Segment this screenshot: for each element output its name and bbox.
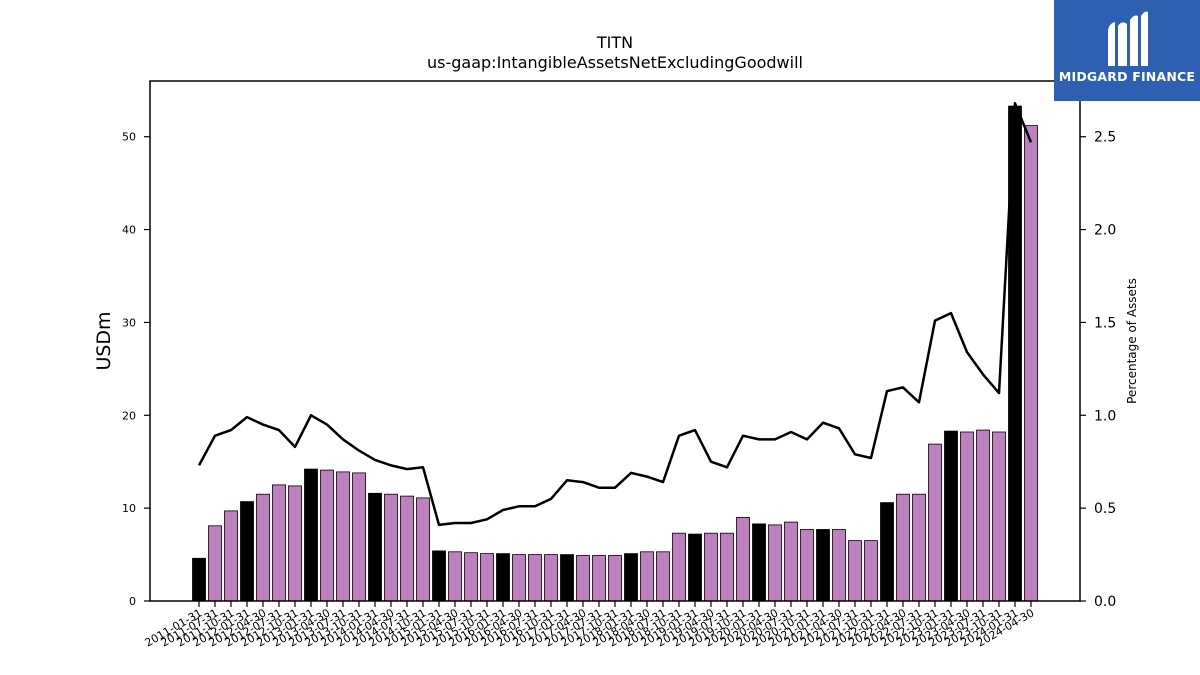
y2-tick-label: 1.0 bbox=[1094, 408, 1116, 424]
bar-2017-04-30 bbox=[576, 555, 590, 602]
bar-2017-01-31 bbox=[560, 554, 574, 602]
y-tick-label: 40 bbox=[122, 224, 136, 237]
bar-2015-01-31 bbox=[432, 550, 446, 602]
bar-2015-04-30 bbox=[448, 551, 462, 602]
bar-2019-07-31 bbox=[720, 532, 734, 602]
bar-2023-10-31 bbox=[992, 431, 1006, 602]
bar-2019-04-30 bbox=[704, 532, 718, 602]
bar-2011-07-31 bbox=[208, 525, 222, 602]
y2-tick-label: 0.5 bbox=[1094, 501, 1116, 517]
bar-2013-07-31 bbox=[336, 471, 350, 602]
y2-tick-label: 0.0 bbox=[1094, 594, 1116, 610]
bar-2021-10-31 bbox=[864, 540, 878, 602]
bar-series bbox=[192, 105, 1038, 602]
bar-2016-07-31 bbox=[528, 554, 542, 602]
bar-2015-10-31 bbox=[480, 553, 494, 602]
y-axis-label: USDm bbox=[93, 311, 115, 370]
bar-2013-10-31 bbox=[352, 472, 366, 602]
bar-2020-04-30 bbox=[768, 524, 782, 602]
percentage-line-series bbox=[197, 102, 1033, 527]
bar-2017-07-31 bbox=[592, 555, 606, 602]
percentage-of-assets-line bbox=[197, 102, 1033, 527]
bar-2021-07-31 bbox=[848, 540, 862, 602]
midgard-logo-icon bbox=[1108, 11, 1148, 66]
bar-2011-01-31 bbox=[192, 557, 206, 602]
bar-2018-07-31 bbox=[656, 551, 670, 602]
bar-2021-01-31 bbox=[816, 529, 830, 602]
y-tick-label: 30 bbox=[122, 316, 136, 329]
bar-2014-01-31 bbox=[368, 492, 382, 602]
bar-2012-04-30 bbox=[256, 493, 270, 602]
bar-2011-10-31 bbox=[224, 510, 238, 602]
chart-title: TITN bbox=[596, 33, 633, 52]
bar-2017-10-31 bbox=[608, 555, 622, 602]
bar-2024-04-30 bbox=[1024, 125, 1038, 602]
y-tick-label: 0 bbox=[129, 595, 136, 608]
bar-2016-10-31 bbox=[544, 554, 558, 602]
bar-2020-07-31 bbox=[784, 521, 798, 602]
left-y-axis: 0 10 20 30 40 50 bbox=[122, 131, 150, 608]
y2-tick-label: 2.0 bbox=[1094, 223, 1116, 239]
bar-2012-01-31 bbox=[240, 501, 254, 602]
bar-2022-04-30 bbox=[896, 493, 910, 602]
bar-2018-10-31 bbox=[672, 532, 686, 602]
y-tick-label: 20 bbox=[122, 409, 136, 422]
bar-2020-01-31 bbox=[752, 523, 766, 602]
bar-2022-07-31 bbox=[912, 493, 926, 602]
brand-name: MIDGARD FINANCE bbox=[1058, 69, 1196, 84]
bar-2023-04-30 bbox=[960, 431, 974, 602]
y2-axis-label: Percentage of Assets bbox=[1125, 278, 1139, 404]
bar-2018-01-31 bbox=[624, 553, 638, 602]
y-tick-label: 10 bbox=[122, 502, 136, 515]
bar-2012-07-31 bbox=[272, 484, 286, 602]
chart-subtitle: us-gaap:IntangibleAssetsNetExcludingGood… bbox=[427, 53, 803, 72]
x-axis: 2011-01-312011-07-312011-10-312012-01-31… bbox=[143, 601, 1037, 650]
bar-2018-04-30 bbox=[640, 551, 654, 602]
bar-2012-10-31 bbox=[288, 485, 302, 602]
bar-2014-07-31 bbox=[400, 495, 414, 602]
bar-2019-01-31 bbox=[688, 533, 702, 602]
bar-2016-04-30 bbox=[512, 554, 526, 602]
bar-2023-07-31 bbox=[976, 429, 990, 602]
bar-2023-01-31 bbox=[944, 430, 958, 602]
right-y-axis: 0.0 0.5 1.0 1.5 2.0 2.5 bbox=[1080, 130, 1116, 610]
bar-2014-10-31 bbox=[416, 497, 430, 602]
bar-2013-04-30 bbox=[320, 469, 334, 602]
bar-2015-07-31 bbox=[464, 552, 478, 602]
bar-2022-10-31 bbox=[928, 443, 942, 602]
y2-tick-label: 2.5 bbox=[1094, 130, 1116, 146]
y2-tick-label: 1.5 bbox=[1094, 315, 1116, 331]
bar-2016-01-31 bbox=[496, 553, 510, 602]
bar-2022-01-31 bbox=[880, 502, 894, 602]
bar-2019-10-31 bbox=[736, 517, 750, 602]
bar-2013-01-31 bbox=[304, 468, 318, 602]
y-tick-label: 50 bbox=[122, 131, 136, 144]
bar-2020-10-31 bbox=[800, 529, 814, 602]
bar-2014-04-30 bbox=[384, 493, 398, 602]
brand-logo: MIDGARD FINANCE bbox=[1054, 0, 1200, 101]
bar-2021-04-30 bbox=[832, 529, 846, 602]
